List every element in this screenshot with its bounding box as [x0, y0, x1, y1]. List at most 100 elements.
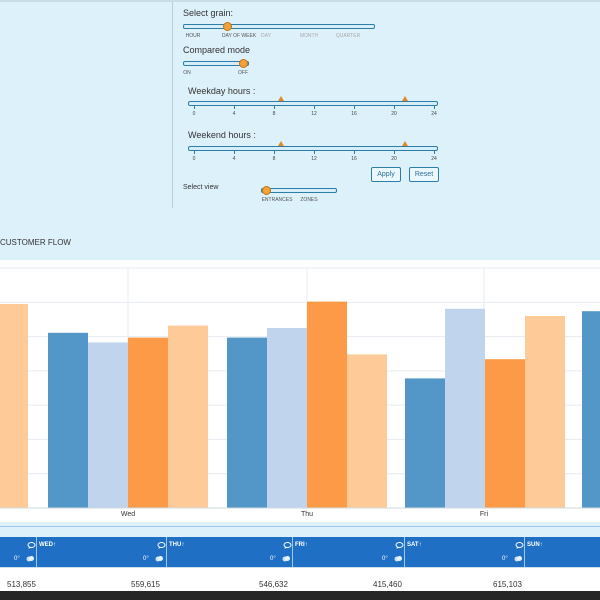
hour-tick-label: 20: [391, 156, 397, 162]
chart-bar[interactable]: [525, 316, 565, 508]
day-cell-sun: SUN↑: [524, 537, 600, 567]
weekday-start-handle[interactable]: [278, 96, 284, 101]
temperature: 0°: [270, 556, 276, 562]
tick-mark: [274, 106, 275, 109]
grain-slider[interactable]: [183, 24, 375, 29]
hour-tick-label: 16: [351, 156, 357, 162]
hour-tick-label: 0: [192, 156, 196, 162]
hour-tick-label: 0: [192, 111, 196, 117]
chart-bar[interactable]: [48, 332, 88, 508]
tick-mark: [434, 106, 435, 109]
weekday-hours-label: Weekday hours :: [188, 86, 256, 96]
view-option-entrances[interactable]: ENTRANCES: [261, 197, 293, 203]
weekend-end-handle[interactable]: [402, 141, 408, 146]
compared-mode-handle[interactable]: [239, 59, 248, 68]
day-cell-sat: SAT↑: [404, 537, 524, 567]
day-cell-thu: THU↑: [166, 537, 292, 567]
tick-mark: [274, 151, 275, 154]
day-name: FRI↑: [295, 542, 308, 548]
tick-mark: [354, 106, 355, 109]
hour-tick-label: 12: [311, 111, 317, 117]
chart-bar[interactable]: [485, 359, 525, 508]
compared-option-on[interactable]: ON: [183, 70, 191, 76]
weekday-hours-slider[interactable]: [188, 101, 438, 106]
comment-icon[interactable]: [27, 542, 36, 549]
chart-bar[interactable]: [445, 308, 485, 508]
temperature: 0°: [14, 556, 20, 562]
tick-mark: [194, 106, 195, 109]
chart-bar[interactable]: [128, 337, 168, 508]
day-name: WED↑: [39, 542, 56, 548]
day-cell-wed: WED↑: [36, 537, 166, 567]
weekend-start-handle[interactable]: [278, 141, 284, 146]
hour-tick-label: 24: [431, 111, 437, 117]
chart-bar[interactable]: [0, 304, 28, 508]
chart-bar[interactable]: [88, 342, 128, 508]
grain-slider-handle[interactable]: [223, 22, 232, 31]
tick-mark: [194, 151, 195, 154]
chart-bar[interactable]: [405, 378, 445, 508]
temperature: 0°: [382, 556, 388, 562]
totals-row: 513,855 559,615 546,632 415,460 615,103: [0, 567, 600, 591]
tick-mark: [234, 151, 235, 154]
section-title: CUSTOMER FLOW: [0, 238, 71, 247]
view-label: Select view: [183, 184, 219, 191]
cloud-icon: [514, 556, 522, 562]
tick-mark: [394, 106, 395, 109]
view-slider[interactable]: [261, 188, 337, 193]
x-tick-label: Fri: [480, 511, 489, 518]
total-value: 513,855: [7, 580, 36, 589]
day-name: SAT↑: [407, 542, 422, 548]
weekday-end-handle[interactable]: [402, 96, 408, 101]
chart-bar[interactable]: [267, 328, 307, 508]
x-tick-label: Thu: [301, 511, 313, 518]
customer-flow-chart: Wed Thu Fri: [0, 260, 600, 522]
comment-icon[interactable]: [283, 542, 292, 549]
comment-icon[interactable]: [515, 542, 524, 549]
x-tick-label: Wed: [121, 511, 135, 518]
chart-bar[interactable]: [347, 354, 387, 508]
tick-mark: [314, 151, 315, 154]
reset-button[interactable]: Reset: [409, 167, 439, 182]
bottom-bar: [0, 591, 600, 600]
grain-label: Select grain:: [183, 8, 234, 18]
hour-tick-label: 4: [232, 156, 236, 162]
tick-mark: [314, 106, 315, 109]
day-cell-fri: FRI↑: [292, 537, 404, 567]
comment-icon[interactable]: [395, 542, 404, 549]
comment-icon[interactable]: [157, 542, 166, 549]
cloud-icon: [155, 556, 163, 562]
weather-day-row: WED↑ THU↑ FRI↑ SAT↑ SUN↑ 0° 0° 0° 0° 0°: [0, 537, 600, 567]
cloud-icon: [282, 556, 290, 562]
top-border: [0, 0, 600, 2]
chart-bar[interactable]: [227, 337, 267, 508]
controls-panel: Select grain: HOUR DAY OF WEEK DAY MONTH…: [172, 2, 443, 208]
grain-option-day-of-week[interactable]: DAY OF WEEK: [221, 33, 257, 39]
chart-svg: Wed Thu Fri: [0, 267, 600, 518]
grain-option-month[interactable]: MONTH: [299, 33, 319, 39]
compared-option-off[interactable]: OFF: [238, 70, 248, 76]
weekend-hours-label: Weekend hours :: [188, 130, 256, 140]
chart-bar[interactable]: [307, 301, 347, 508]
weekend-hours-slider[interactable]: [188, 146, 438, 151]
chart-bar[interactable]: [582, 311, 600, 508]
hour-tick-label: 12: [311, 156, 317, 162]
view-slider-handle[interactable]: [262, 186, 271, 195]
grain-option-hour[interactable]: HOUR: [185, 33, 201, 39]
hour-tick-label: 4: [232, 111, 236, 117]
apply-button[interactable]: Apply: [371, 167, 401, 182]
hour-tick-label: 24: [431, 156, 437, 162]
hour-tick-label: 8: [272, 156, 276, 162]
tick-mark: [234, 106, 235, 109]
grain-option-quarter[interactable]: QUARTER: [335, 33, 361, 39]
grain-option-day[interactable]: DAY: [261, 33, 271, 39]
temperature: 0°: [502, 556, 508, 562]
compared-mode-label: Compared mode: [183, 45, 251, 55]
total-value: 546,632: [259, 580, 288, 589]
total-value: 559,615: [131, 580, 160, 589]
cloud-icon: [394, 556, 402, 562]
compared-mode-slider[interactable]: [183, 61, 249, 66]
tick-mark: [394, 151, 395, 154]
view-option-zones[interactable]: ZONES: [300, 197, 318, 203]
chart-bar[interactable]: [168, 325, 208, 508]
